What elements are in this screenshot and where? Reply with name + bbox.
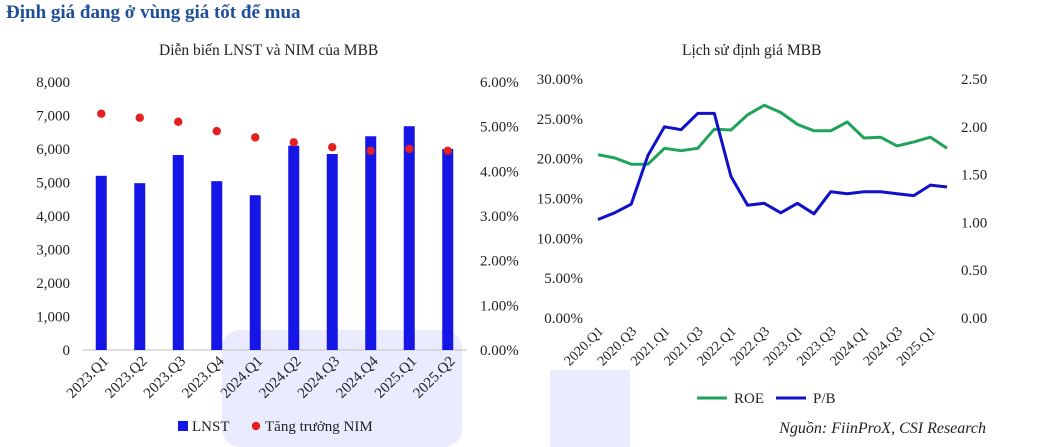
bar-lnst [365, 136, 377, 350]
y-left-tick-label: 2,000 [36, 276, 70, 292]
y-right-tick-label: 5.00% [480, 120, 519, 136]
legend-label-roe: ROE [734, 391, 764, 407]
dot-nim [251, 133, 260, 142]
y-left-tick-label: 5,000 [36, 176, 70, 192]
y-right-tick-label: 6.00% [480, 75, 519, 91]
legend-swatch-nim [251, 421, 261, 431]
chart-title-lnst-nim: Diễn biến LNST và NIM của MBB [159, 42, 379, 59]
y-left-tick-label: 5.00% [544, 271, 583, 287]
y-left-tick-label: 25.00% [537, 112, 583, 128]
y-right-tick-label: 2.50 [961, 72, 987, 88]
y-right-tick-label: 1.00% [480, 298, 519, 314]
page-heading: Định giá đang ở vùng giá tốt để mua [6, 2, 301, 23]
bar-lnst [326, 154, 338, 350]
y-left-tick-label: 8,000 [36, 75, 70, 91]
legend-label-lnst: LNST [192, 419, 230, 435]
bar-lnst [172, 155, 184, 350]
dot-nim [174, 117, 183, 126]
bar-lnst [288, 145, 300, 350]
legend-swatch-lnst [178, 421, 188, 431]
y-left-tick-label: 30.00% [537, 72, 583, 88]
dot-nim [97, 109, 106, 118]
x-tick-label: 2023.Q1 [64, 354, 112, 402]
y-left-tick-label: 0 [63, 343, 71, 359]
x-tick-label: 2023.Q3 [141, 354, 189, 402]
y-left-tick-label: 0.00% [544, 311, 583, 327]
legend-label-nim: Tăng trưởng NIM [265, 419, 373, 435]
dot-nim [135, 113, 144, 122]
y-right-tick-label: 1.50 [961, 168, 987, 184]
line-roe [597, 103, 948, 166]
y-right-tick-label: 4.00% [480, 164, 519, 180]
dot-nim [443, 146, 452, 155]
bar-lnst [95, 175, 107, 350]
dot-nim [289, 138, 298, 147]
chart-valuation-history: 0.00% 5.00% 10.00% 15.00% 20.00% 25.00% 30.00%… [537, 72, 988, 407]
y-right-tick-label: 3.00% [480, 209, 519, 225]
bar-lnst [211, 181, 223, 350]
dot-nim [405, 144, 414, 154]
bar-lnst [134, 183, 146, 350]
y-right-tick-label: 0.00 [961, 311, 987, 327]
x-tick-label: 2023.Q2 [102, 354, 150, 402]
y-left-tick-label: 20.00% [537, 152, 583, 168]
y-right-tick-label: 0.50 [961, 263, 987, 279]
y-left-tick-label: 3,000 [36, 243, 70, 259]
legend-label-pb: P/B [813, 391, 836, 407]
source-note: Nguồn: FiinProX, CSI Research [779, 420, 986, 437]
y-left-tick-label: 15.00% [537, 192, 583, 208]
y-left-tick-label: 6,000 [36, 142, 70, 158]
y-left-tick-label: 4,000 [36, 209, 70, 225]
y-left-tick-label: 1,000 [36, 310, 70, 326]
chart-title-valuation: Lịch sử định giá MBB [682, 42, 822, 59]
y-right-tick-label: 2.00 [961, 120, 987, 136]
y-left-tick-label: 10.00% [537, 231, 583, 247]
y-right-tick-label: 1.00 [961, 215, 987, 231]
watermark [222, 330, 630, 447]
dot-nim [366, 146, 375, 155]
dot-nim [328, 143, 337, 152]
dot-nim [212, 126, 221, 136]
y-right-tick-label: 2.00% [480, 254, 519, 270]
bar-lnst [249, 195, 261, 350]
line-pb [597, 111, 948, 221]
bar-lnst [442, 149, 454, 350]
y-right-tick-label: 0.00% [480, 343, 519, 359]
bar-lnst [403, 126, 415, 350]
y-left-tick-label: 7,000 [36, 109, 70, 125]
